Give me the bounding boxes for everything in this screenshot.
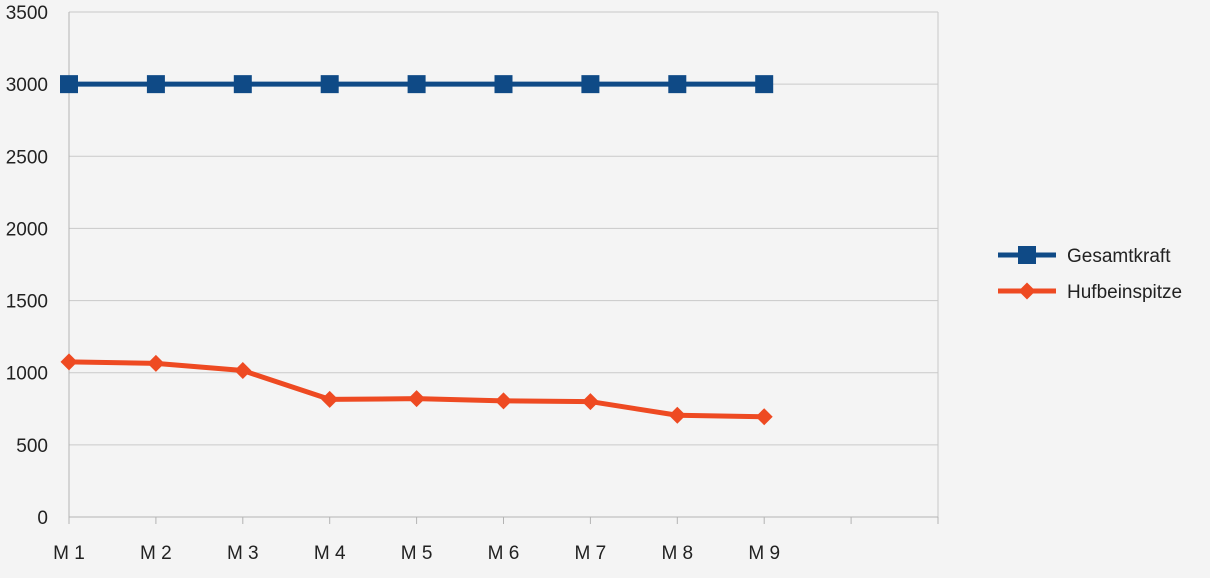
data-point-gesamtkraft (233, 75, 252, 94)
legend: Gesamtkraft Hufbeinspitze (998, 246, 1182, 303)
data-point-gesamtkraft (755, 75, 774, 94)
legend-item-hufbeinspitze: Hufbeinspitze (998, 282, 1182, 303)
y-tick-label: 2500 (6, 147, 48, 168)
legend-label-hufbeinspitze: Hufbeinspitze (1067, 282, 1182, 303)
data-point-gesamtkraft (494, 75, 513, 94)
y-tick-label: 500 (16, 436, 48, 457)
x-tick-label: M 2 (140, 543, 172, 564)
x-tick-label: M 7 (575, 543, 607, 564)
legend-marker-hufbeinspitze (1018, 282, 1036, 300)
legend-marker-gesamtkraft (1018, 246, 1036, 264)
data-point-hufbeinspitze (60, 353, 78, 371)
data-point-hufbeinspitze (755, 408, 773, 426)
series-layer (60, 75, 774, 426)
x-tick-label: M 5 (401, 543, 433, 564)
data-point-hufbeinspitze (581, 393, 599, 411)
series-line-hufbeinspitze (66, 359, 767, 420)
data-point-gesamtkraft (581, 75, 600, 94)
data-point-gesamtkraft (668, 75, 687, 94)
y-tick-label: 0 (37, 508, 48, 529)
legend-item-gesamtkraft: Gesamtkraft (998, 246, 1171, 267)
y-tick-label: 2000 (6, 219, 48, 240)
y-tick-label: 1000 (6, 364, 48, 385)
y-tick-label: 3000 (6, 75, 48, 96)
x-tick-label: M 9 (748, 543, 780, 564)
axes: 0 500 1000 1500 2000 2500 3000 3500 M 1 M 2 M 3 M 4… (6, 3, 939, 564)
data-point-hufbeinspitze (234, 362, 252, 380)
x-tick-label: M 8 (661, 543, 693, 564)
y-tick-label: 3500 (6, 3, 48, 24)
data-point-hufbeinspitze (668, 406, 686, 424)
series-hufbeinspitze (60, 353, 773, 426)
data-point-gesamtkraft (320, 75, 339, 94)
data-point-gesamtkraft (407, 75, 426, 94)
x-tick-label: M 3 (227, 543, 259, 564)
data-point-hufbeinspitze (321, 390, 339, 408)
data-point-hufbeinspitze (408, 390, 426, 408)
data-point-gesamtkraft (60, 75, 78, 94)
data-point-gesamtkraft (146, 75, 165, 94)
data-point-hufbeinspitze (147, 354, 165, 372)
data-point-hufbeinspitze (495, 392, 512, 410)
series-gesamtkraft (60, 75, 774, 94)
x-tick-label: M 6 (488, 543, 520, 564)
x-tick-label: M 4 (314, 543, 346, 564)
legend-label-gesamtkraft: Gesamtkraft (1067, 246, 1171, 267)
x-tick-label: M 1 (53, 543, 85, 564)
y-tick-label: 1500 (6, 292, 48, 313)
